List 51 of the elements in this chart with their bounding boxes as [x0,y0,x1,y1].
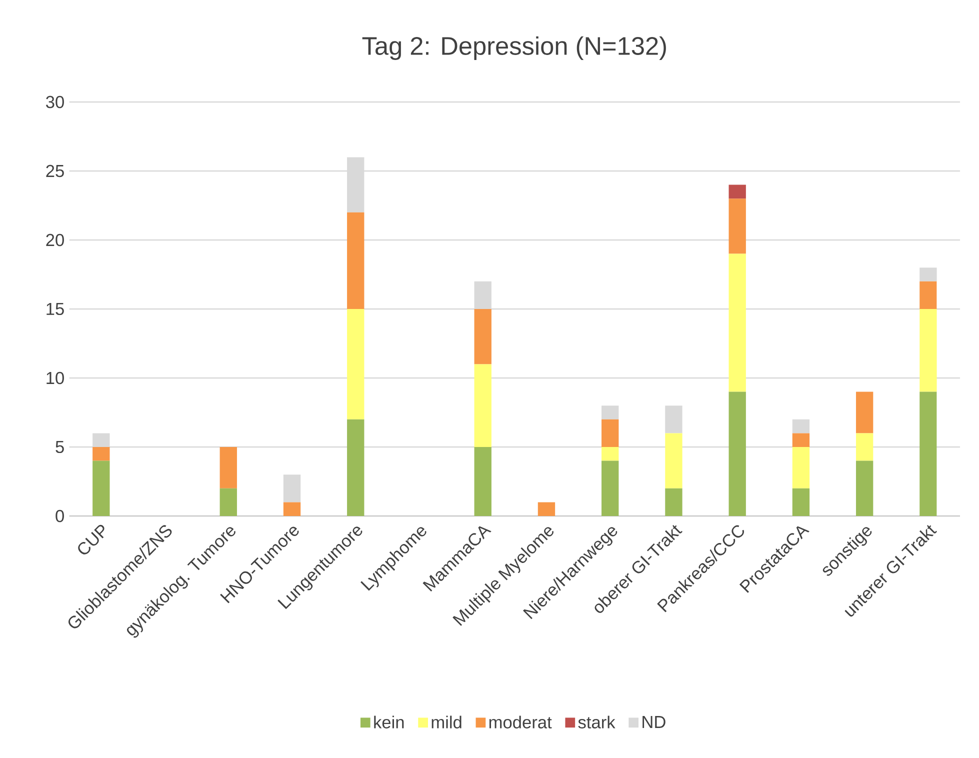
bar [920,268,937,282]
y-tick-label: 5 [56,440,64,454]
bar [920,309,937,392]
bar [474,364,492,447]
bar [665,433,682,488]
y-tick-label: 10 [46,372,64,384]
bar [728,254,746,392]
legend-label: ND [642,716,666,728]
bar [728,392,746,516]
y-tick-label: 20 [46,234,64,246]
legend-label: stark [578,716,616,728]
y-tick-label: 30 [46,96,64,108]
bar [220,447,237,488]
bar [92,460,110,516]
bar [792,419,810,434]
bar [728,198,746,254]
bar [92,433,110,447]
bar [792,433,810,447]
bar [920,281,937,309]
bar [347,309,364,420]
bar [856,460,874,516]
bar [347,157,364,212]
y-tick-label: 15 [46,302,64,316]
bar [920,392,937,516]
bar [474,309,492,364]
bar [474,281,492,309]
bar [283,502,301,516]
bar [602,419,619,447]
bar [602,447,619,461]
bar [665,488,682,516]
legend-label: kein [374,716,404,728]
bar [602,460,619,516]
bar [474,447,492,516]
y-tick-label: 25 [46,164,64,178]
bar [792,488,810,516]
bar [602,406,619,420]
bar [347,419,364,516]
bar [856,392,874,434]
bar [220,488,237,516]
bar [792,447,810,488]
bar [856,433,874,461]
bar [283,474,301,502]
legend-label: moderat [489,716,552,728]
chart-title: Tag 2: Depression (N=132) [362,36,666,60]
bar [665,406,682,434]
bar [538,502,556,516]
legend-label: mild [432,716,462,728]
bar [728,184,746,199]
bar [347,212,364,309]
y-tick-label: 0 [56,510,64,522]
bar [92,447,110,461]
